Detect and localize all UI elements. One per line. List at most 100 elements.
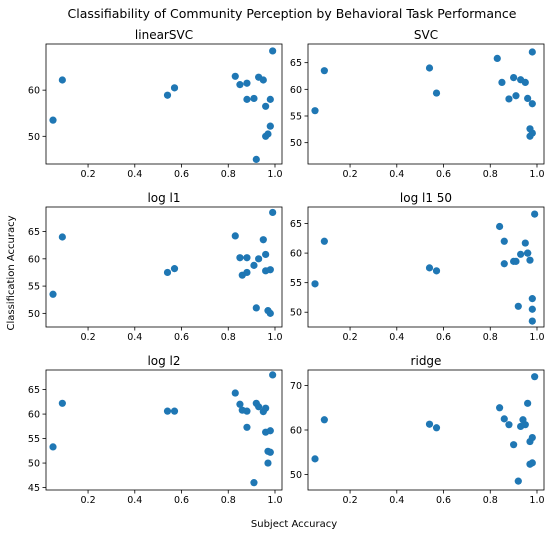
data-point [311,280,319,288]
data-point [521,421,529,429]
x-tick-label: 0.2 [81,495,96,506]
data-point [266,448,274,456]
data-point [505,95,513,103]
data-point [255,255,263,263]
data-point [236,400,244,408]
data-point [528,433,536,442]
y-tick-label: 60 [290,249,302,260]
data-point [49,116,57,124]
data-point [255,403,263,411]
data-point [58,76,66,84]
x-tick-label: 0.6 [174,169,189,180]
data-point [531,210,539,218]
data-point [259,76,267,84]
data-point [505,421,513,429]
data-point [243,268,251,277]
axes-frame [307,206,545,328]
y-tick-label: 55 [290,278,302,289]
data-point [262,102,270,110]
y-tick-label: 50 [28,459,40,470]
x-tick-label: 0.8 [221,332,236,343]
y-tick-label: 60 [28,410,40,421]
subplot-title: ridge [411,354,442,368]
data-point [243,95,251,103]
subplot: log l2 0.2 0.4 0.6 0.8 1.0 45 50 55 60 65 [28,354,283,506]
data-point [528,48,536,56]
data-point [432,267,441,275]
data-point [432,89,441,97]
data-point [266,309,274,317]
data-point [262,250,270,259]
axes-frame [45,369,283,491]
data-point [170,265,179,273]
x-tick-label: 0.8 [483,169,498,180]
data-point [510,441,518,449]
subplot-grid: linearSVC 0.2 0.4 0.6 0.8 1.0 50 60 SVC 0.2 0.4 0.6… [28,28,545,506]
x-tick-label: 1.0 [267,332,282,343]
y-tick-label: 45 [28,483,40,494]
data-point [311,455,319,463]
data-point [524,249,532,257]
data-point [500,415,508,423]
data-point [320,416,328,424]
data-point [163,91,172,99]
y-tick-label: 55 [290,112,302,123]
x-tick-label: 1.0 [529,169,544,180]
data-point [528,317,536,325]
data-point [425,264,434,272]
data-point [269,371,277,379]
x-axis-label: Subject Accuracy [251,519,337,530]
data-point [500,237,508,245]
data-point [262,404,270,412]
data-point [493,54,501,63]
data-point [526,256,534,264]
x-tick-label: 1.0 [267,495,282,506]
y-tick-label: 50 [290,138,302,149]
subplot-title: SVC [414,28,438,42]
x-tick-label: 0.4 [389,332,404,343]
data-point [170,84,179,92]
y-tick-label: 55 [28,282,40,293]
subplot-title: log l1 [147,191,180,205]
x-tick-label: 0.8 [483,332,498,343]
x-tick-label: 0.4 [389,169,404,180]
data-point [264,130,272,138]
axes-frame [45,206,283,328]
subplot: SVC 0.2 0.4 0.6 0.8 1.0 50 55 60 65 [290,28,545,180]
y-tick-label: 60 [28,254,40,265]
data-point [524,399,532,407]
x-tick-label: 0.6 [174,495,189,506]
data-point [266,122,274,130]
data-point [531,373,539,381]
x-tick-label: 0.6 [436,169,451,180]
x-tick-label: 0.2 [343,169,358,180]
x-tick-label: 0.6 [436,332,451,343]
data-point [231,389,239,397]
subplot: linearSVC 0.2 0.4 0.6 0.8 1.0 50 60 [28,28,283,180]
y-tick-label: 65 [290,219,302,230]
x-tick-label: 0.4 [127,169,142,180]
y-tick-label: 65 [28,385,40,396]
data-point [252,304,260,312]
data-point [236,81,244,89]
x-tick-label: 0.8 [221,495,236,506]
x-tick-label: 1.0 [529,332,544,343]
y-tick-label: 50 [28,132,40,143]
data-point [498,78,506,86]
data-point [250,479,258,487]
data-point [528,459,536,467]
data-point [320,67,328,75]
y-tick-label: 65 [28,227,40,238]
data-point [266,266,274,274]
data-point [231,232,239,240]
data-point [514,477,522,485]
data-point [512,257,520,265]
subplot: log l1 50 0.2 0.4 0.6 0.8 1.0 50 55 60 65 [290,191,545,343]
data-point [311,107,319,115]
x-tick-label: 0.2 [81,332,96,343]
data-point [521,239,529,247]
x-tick-label: 0.8 [483,495,498,506]
data-point [243,423,251,431]
x-tick-label: 0.6 [436,495,451,506]
y-tick-label: 50 [290,470,302,481]
